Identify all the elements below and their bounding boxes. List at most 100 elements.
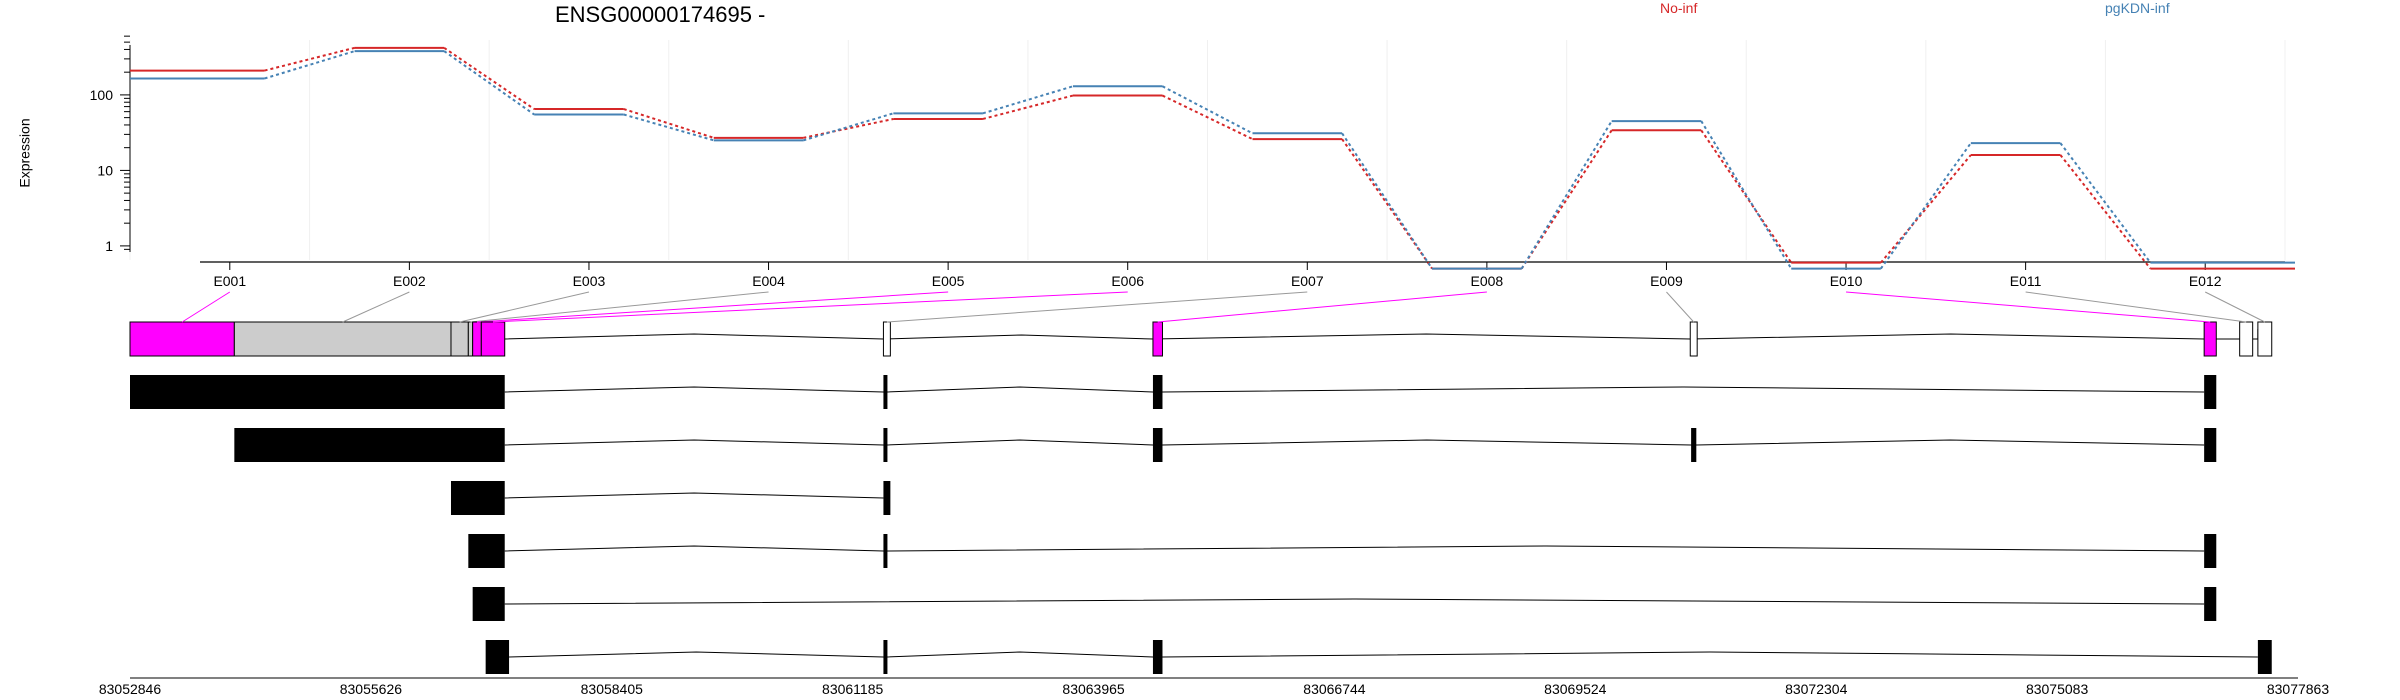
exon-connector [1157, 291, 1487, 323]
transcript-exon [485, 640, 510, 674]
x-tick-label: E012 [2189, 273, 2222, 289]
transcripts-track [130, 375, 2272, 674]
genomic-tick-label: 83077863 [2267, 681, 2330, 697]
x-tick-label: E004 [752, 273, 785, 289]
transcript-exon [2204, 375, 2217, 409]
exon-model-track [129, 291, 2273, 357]
exon-box-e012 [2257, 321, 2273, 357]
model-intron-line [504, 328, 2264, 340]
genomic-tick-label: 83075083 [2026, 681, 2089, 697]
transcript-exon [1152, 375, 1163, 409]
legend-pgkdn-inf: pgKDN-inf [2105, 0, 2170, 16]
transcript-row [472, 587, 2217, 621]
series-connector [264, 50, 355, 80]
exon-connector [1846, 291, 2211, 323]
series-connector [1162, 85, 1253, 135]
transcript-intron-line [504, 386, 2205, 393]
exon-connector [492, 291, 1128, 323]
exon-connector [476, 291, 949, 323]
transcript-exon [883, 534, 888, 568]
transcript-row [468, 534, 2217, 568]
transcript-intron-line [504, 492, 884, 499]
transcript-exon [883, 428, 888, 462]
transcript-exon [2204, 534, 2217, 568]
series-connector [1880, 142, 1972, 270]
transcript-row [450, 481, 891, 515]
genomic-tick-label: 83069524 [1544, 681, 1607, 697]
x-tick-label: E006 [1111, 273, 1144, 289]
transcript-exon [130, 375, 505, 409]
transcript-row [234, 428, 2217, 462]
transcript-intron-line [504, 598, 2205, 605]
x-tick-label: E007 [1291, 273, 1324, 289]
exon-box-e001 [129, 321, 235, 357]
exon-box-e010 [2203, 321, 2217, 357]
exon-box-e007 [882, 321, 891, 357]
x-tick-label: E008 [1471, 273, 1504, 289]
series-connector [1520, 120, 1613, 270]
exon-connector [459, 291, 590, 323]
genomic-tick-label: 83072304 [1785, 681, 1848, 697]
y-tick-label: 10 [97, 162, 113, 178]
genomic-tick-label: 83055626 [340, 681, 403, 697]
series-connector [2059, 142, 2152, 264]
series-connector [623, 113, 715, 142]
x-tick-label: E003 [573, 273, 606, 289]
exon-connector [181, 291, 231, 323]
x-tick-label: E010 [1830, 273, 1863, 289]
transcript-exon [2257, 640, 2272, 674]
transcript-exon [883, 640, 888, 674]
exon-box-e009 [1689, 321, 1698, 357]
transcript-exon [472, 587, 505, 621]
exon-box-e002 [233, 321, 452, 357]
transcript-exon [883, 375, 888, 409]
series-connector [982, 85, 1074, 115]
exon-connector [470, 291, 769, 323]
genomic-tick-label: 83063965 [1062, 681, 1125, 697]
series-pgkdn-inf [130, 50, 2295, 270]
series-connector [623, 108, 715, 139]
transcript-intron-line [504, 439, 2205, 446]
x-tick-label: E009 [1650, 273, 1683, 289]
exon-connector [342, 291, 410, 323]
transcript-exon [450, 481, 505, 515]
exon-box-e004 [467, 321, 474, 357]
x-tick-label: E005 [932, 273, 965, 289]
x-tick-label: E001 [213, 273, 246, 289]
exon-box-e005 [472, 321, 482, 357]
transcript-exon [468, 534, 505, 568]
transcript-exon [2204, 587, 2217, 621]
exon-box-e003 [450, 321, 469, 357]
transcript-exon [883, 481, 891, 515]
transcript-row [130, 375, 2217, 409]
exon-connector [2204, 291, 2266, 323]
series-connector [2059, 154, 2152, 270]
x-tick-label: E002 [393, 273, 426, 289]
y-tick-label: 100 [90, 87, 114, 103]
series-connector [1700, 129, 1793, 264]
genomic-tick-label: 83058405 [581, 681, 644, 697]
genomic-tick-label: 83066744 [1303, 681, 1366, 697]
exon-connector [1666, 291, 1695, 323]
gene-title: ENSG00000174695 - [555, 2, 766, 27]
transcript-row [485, 640, 2272, 674]
series-connector [1162, 94, 1253, 140]
exon-connector [2025, 291, 2247, 323]
transcript-exon [2204, 428, 2217, 462]
transcript-exon [234, 428, 505, 462]
series-no-inf [130, 46, 2295, 270]
series-connector [1880, 154, 1972, 264]
exon-box-e008 [1152, 321, 1163, 357]
exon-box-e006 [480, 321, 506, 357]
transcript-exon [1152, 640, 1163, 674]
transcript-exon [1152, 428, 1163, 462]
series-connector [803, 112, 894, 142]
transcript-intron-line [509, 651, 2258, 658]
series-connector [1341, 138, 1433, 270]
transcript-exon [1691, 428, 1697, 462]
series-connector [443, 50, 535, 116]
x-tick-label: E011 [2010, 273, 2042, 289]
transcript-intron-line [504, 545, 2205, 552]
